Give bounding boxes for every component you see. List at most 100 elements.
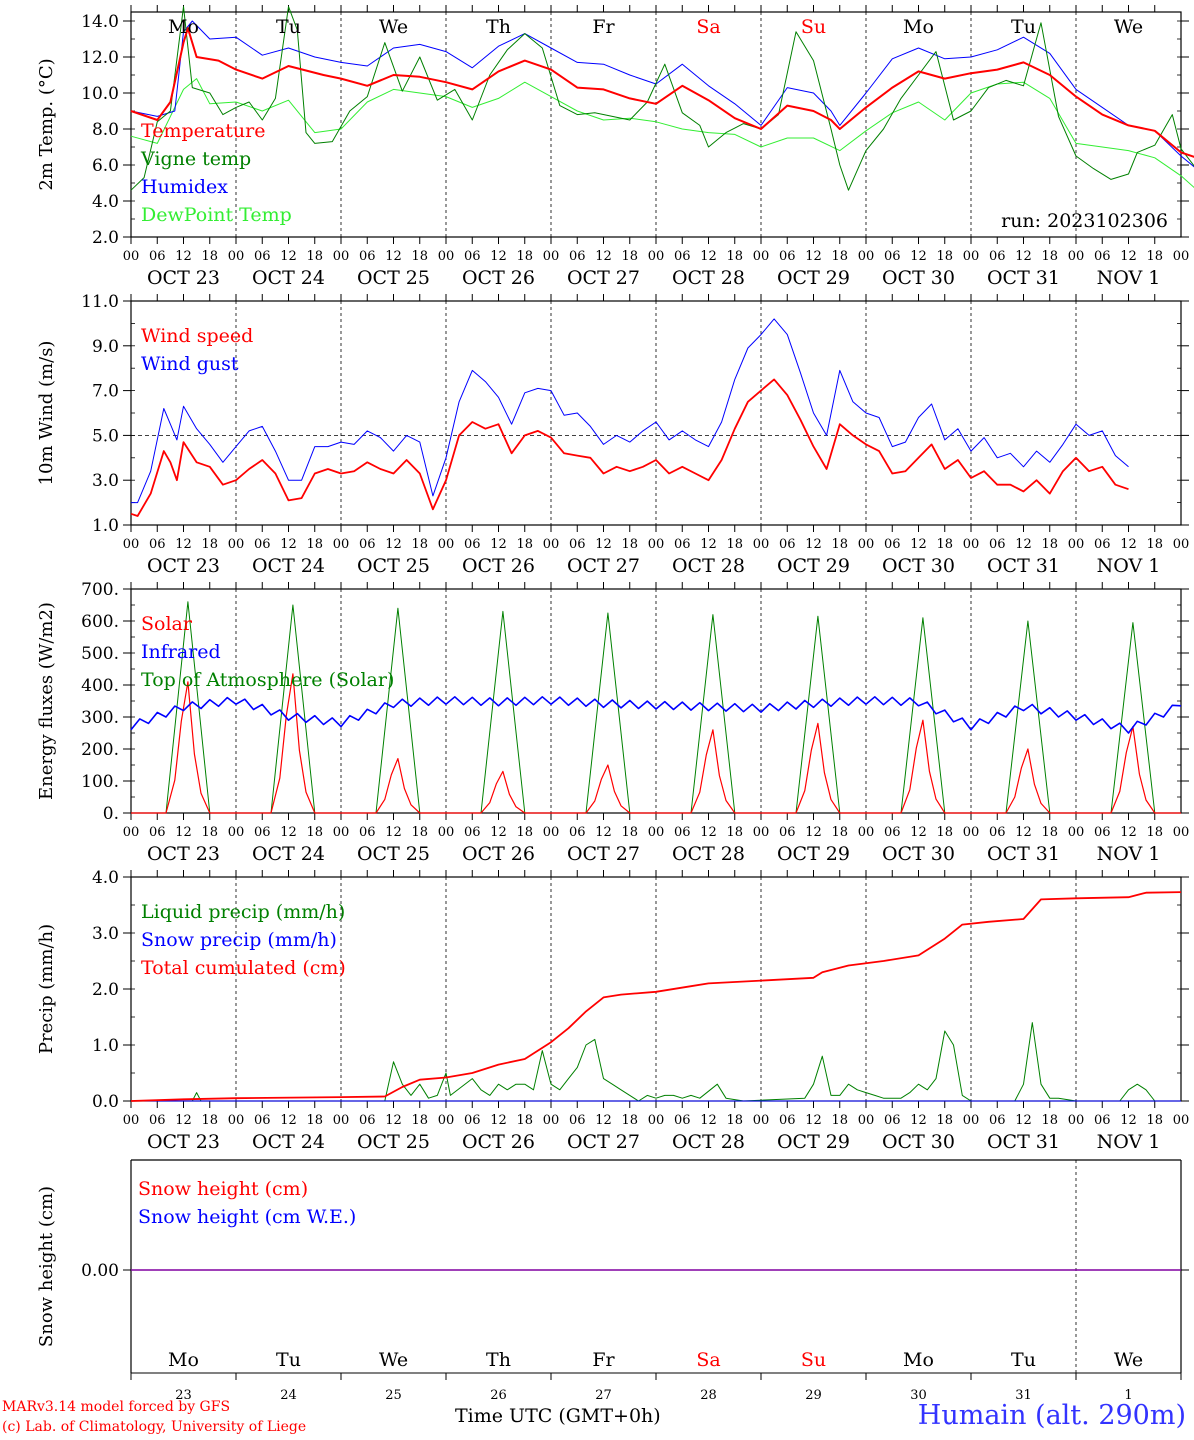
hour-tick-label: 00 bbox=[1173, 537, 1190, 552]
y-tick-label: 2.0 bbox=[92, 228, 119, 248]
y-tick-label: 0. bbox=[103, 804, 119, 824]
y-tick-label: 700. bbox=[81, 580, 119, 600]
day-number-label: 24 bbox=[280, 1388, 297, 1403]
y-tick-label: 300. bbox=[81, 708, 119, 728]
date-label: OCT 27 bbox=[567, 555, 640, 577]
hour-tick-label: 12 bbox=[280, 249, 297, 264]
hour-tick-label: 06 bbox=[884, 825, 901, 840]
date-label: OCT 27 bbox=[567, 843, 640, 865]
hour-tick-label: 12 bbox=[910, 249, 927, 264]
date-label: OCT 26 bbox=[462, 267, 535, 289]
hour-tick-label: 18 bbox=[201, 825, 218, 840]
legend-entry: Solar bbox=[141, 613, 193, 635]
hour-tick-label: 06 bbox=[989, 537, 1006, 552]
hour-tick-label: 06 bbox=[359, 537, 376, 552]
hour-tick-label: 06 bbox=[884, 537, 901, 552]
hour-tick-label: 06 bbox=[989, 825, 1006, 840]
date-label: OCT 24 bbox=[252, 1131, 325, 1153]
y-tick-label: 0.0 bbox=[92, 1092, 119, 1112]
hour-tick-label: 06 bbox=[1094, 249, 1111, 264]
hour-tick-label: 18 bbox=[306, 825, 323, 840]
date-label: OCT 25 bbox=[357, 555, 430, 577]
hour-tick-label: 18 bbox=[411, 825, 428, 840]
day-number-label: 1 bbox=[1124, 1388, 1132, 1403]
hour-tick-label: 18 bbox=[726, 249, 743, 264]
weekday-label: Th bbox=[486, 16, 511, 38]
hour-tick-label: 12 bbox=[805, 537, 822, 552]
weekday-label: Mo bbox=[168, 16, 199, 38]
hour-tick-label: 12 bbox=[175, 1113, 192, 1128]
hour-tick-label: 18 bbox=[411, 249, 428, 264]
hour-tick-label: 12 bbox=[280, 825, 297, 840]
hour-tick-label: 18 bbox=[831, 537, 848, 552]
date-label: OCT 30 bbox=[882, 555, 955, 577]
weekday-label: Mo bbox=[903, 16, 934, 38]
hour-tick-label: 12 bbox=[490, 537, 507, 552]
hour-tick-label: 12 bbox=[1015, 249, 1032, 264]
y-tick-label: 9.0 bbox=[92, 337, 119, 357]
hour-tick-label: 18 bbox=[621, 1113, 638, 1128]
hour-tick-label: 06 bbox=[149, 825, 166, 840]
hour-tick-label: 12 bbox=[1015, 537, 1032, 552]
legend-entry: Total cumulated (cm) bbox=[141, 957, 346, 979]
hour-tick-label: 00 bbox=[228, 537, 245, 552]
y-tick-label: 3.0 bbox=[92, 471, 119, 491]
hour-tick-label: 12 bbox=[280, 537, 297, 552]
hour-tick-label: 18 bbox=[516, 249, 533, 264]
day-number-label: 25 bbox=[385, 1388, 402, 1403]
hour-tick-label: 06 bbox=[1094, 1113, 1111, 1128]
hour-tick-label: 18 bbox=[936, 1113, 953, 1128]
hour-tick-label: 06 bbox=[674, 249, 691, 264]
y-tick-label: 8.0 bbox=[92, 120, 119, 140]
hour-tick-label: 00 bbox=[1068, 249, 1085, 264]
hour-tick-label: 12 bbox=[805, 249, 822, 264]
series-line-total bbox=[130, 891, 1182, 1102]
day-number-label: 31 bbox=[1015, 1388, 1032, 1403]
hour-tick-label: 00 bbox=[333, 1113, 350, 1128]
hour-tick-label: 06 bbox=[254, 249, 271, 264]
hour-tick-label: 12 bbox=[175, 249, 192, 264]
hour-tick-label: 06 bbox=[149, 537, 166, 552]
series-line-temperature bbox=[130, 27, 1194, 158]
hour-tick-label: 00 bbox=[123, 1113, 140, 1128]
time-axis-label: Time UTC (GMT+0h) bbox=[455, 1405, 661, 1427]
hour-tick-label: 12 bbox=[385, 249, 402, 264]
hour-tick-label: 06 bbox=[464, 537, 481, 552]
y-axis-label-4: Snow height (cm) bbox=[36, 1186, 57, 1347]
y-tick-label: 2.0 bbox=[92, 980, 119, 1000]
hour-tick-label: 06 bbox=[674, 537, 691, 552]
hour-tick-label: 00 bbox=[753, 249, 770, 264]
y-axis-label-3: Precip (mm/h) bbox=[36, 924, 57, 1054]
hour-tick-label: 12 bbox=[595, 1113, 612, 1128]
hour-tick-label: 12 bbox=[280, 1113, 297, 1128]
hour-tick-label: 06 bbox=[464, 825, 481, 840]
legend-entry: Top of Atmosphere (Solar) bbox=[141, 669, 394, 691]
hour-tick-label: 06 bbox=[674, 825, 691, 840]
date-label: OCT 30 bbox=[882, 1131, 955, 1153]
hour-tick-label: 18 bbox=[621, 537, 638, 552]
hour-tick-label: 00 bbox=[963, 1113, 980, 1128]
hour-tick-label: 00 bbox=[963, 249, 980, 264]
hour-tick-label: 00 bbox=[1173, 1113, 1190, 1128]
hour-tick-label: 00 bbox=[438, 537, 455, 552]
date-label: OCT 28 bbox=[672, 555, 745, 577]
legend-entry: Humidex bbox=[141, 176, 228, 198]
hour-tick-label: 00 bbox=[963, 537, 980, 552]
y-tick-label: 5.0 bbox=[92, 426, 119, 446]
hour-tick-label: 06 bbox=[884, 1113, 901, 1128]
day-number-label: 27 bbox=[595, 1388, 612, 1403]
hour-tick-label: 18 bbox=[621, 825, 638, 840]
date-label: OCT 28 bbox=[672, 267, 745, 289]
hour-tick-label: 12 bbox=[1120, 537, 1137, 552]
hour-tick-label: 06 bbox=[779, 1113, 796, 1128]
hour-tick-label: 12 bbox=[175, 537, 192, 552]
date-label: NOV 1 bbox=[1097, 555, 1161, 577]
y-tick-label: 11.0 bbox=[81, 292, 119, 312]
hour-tick-label: 00 bbox=[438, 249, 455, 264]
weekday-label: We bbox=[379, 16, 408, 38]
date-label: OCT 24 bbox=[252, 843, 325, 865]
hour-tick-label: 00 bbox=[438, 825, 455, 840]
series-line-wind-speed bbox=[130, 378, 1129, 517]
y-tick-label: 10.0 bbox=[81, 84, 119, 104]
hour-tick-label: 12 bbox=[595, 825, 612, 840]
